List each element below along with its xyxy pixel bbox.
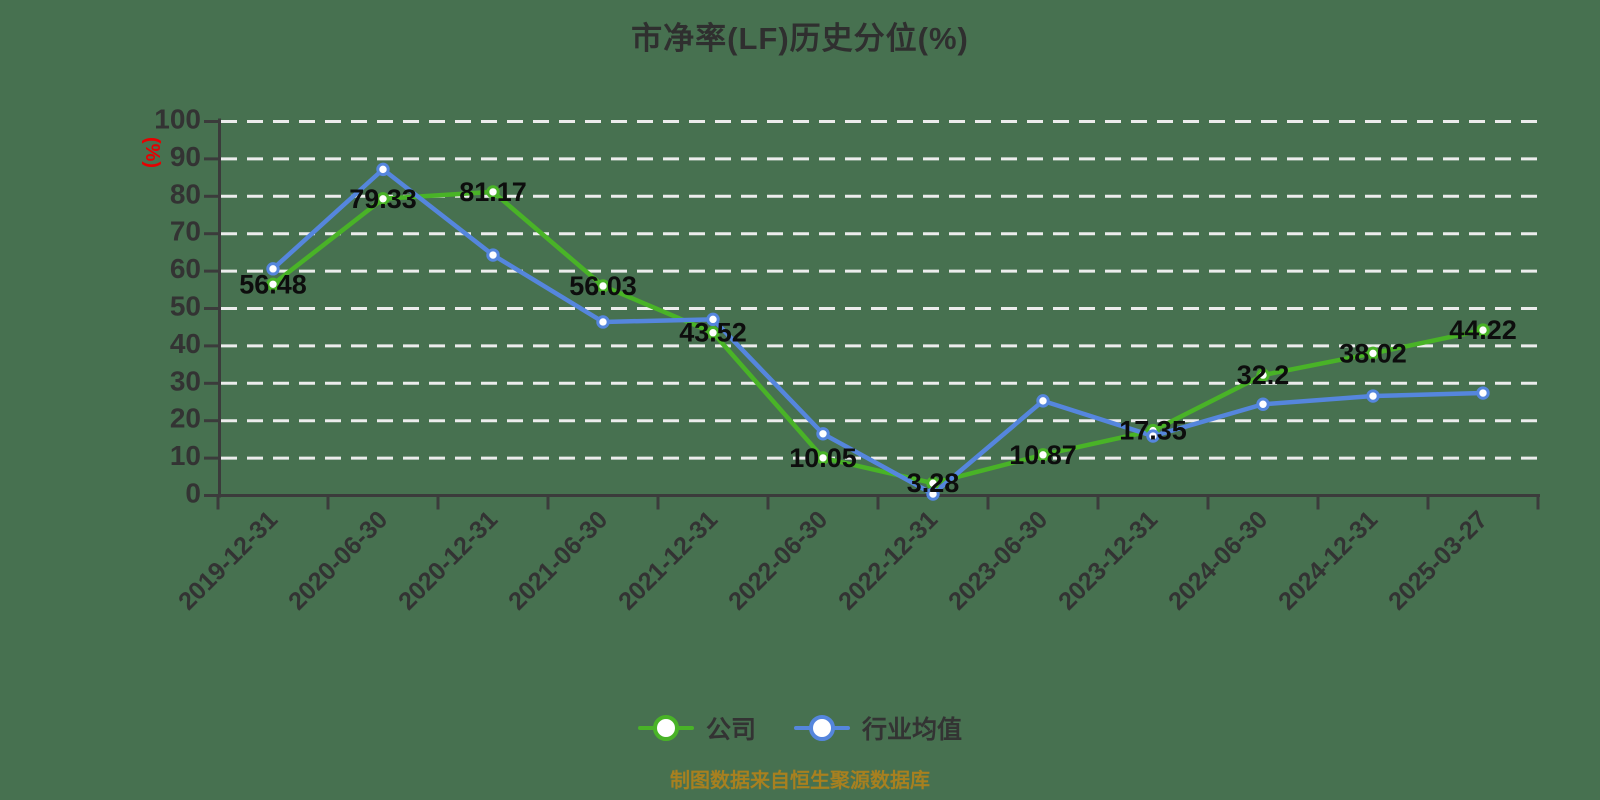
chart-title: 市净率(LF)历史分位(%) bbox=[631, 21, 969, 56]
x-axis-tick-label: 2022-12-31 bbox=[833, 505, 943, 615]
data-label: 56.03 bbox=[569, 271, 637, 301]
legend-item-company[interactable]: 公司 bbox=[637, 710, 756, 746]
legend-item-company-label: 公司 bbox=[705, 716, 756, 744]
company-data-point[interactable] bbox=[816, 451, 830, 465]
x-axis-tick-label: 2021-12-31 bbox=[613, 505, 723, 615]
x-axis-tick-label: 2023-12-31 bbox=[1053, 505, 1163, 615]
legend-item-industry[interactable]: 行业均值 bbox=[794, 710, 962, 746]
company-data-point[interactable] bbox=[1256, 368, 1270, 382]
data-label: 44.22 bbox=[1449, 315, 1517, 345]
data-label: 10.05 bbox=[789, 443, 857, 473]
y-axis-tick-label: 10 bbox=[170, 440, 201, 471]
company-data-point[interactable] bbox=[1366, 346, 1380, 361]
data-label: 79.33 bbox=[349, 184, 417, 214]
y-axis-tick-label: 60 bbox=[170, 253, 201, 284]
data-label: 10.87 bbox=[1009, 440, 1077, 470]
industry-series-line bbox=[270, 167, 1486, 497]
data-label: 3.28 bbox=[907, 468, 960, 498]
data-label: 17.35 bbox=[1119, 416, 1187, 446]
y-axis-tick-label: 50 bbox=[170, 291, 201, 322]
industry-data-point[interactable] bbox=[1146, 429, 1160, 443]
data-label: 43.52 bbox=[679, 318, 747, 348]
y-axis-tick-label: 0 bbox=[185, 478, 201, 509]
company-data-point[interactable] bbox=[486, 185, 500, 199]
x-axis-tick-label: 2024-06-30 bbox=[1163, 505, 1273, 615]
x-axis-tick-label: 2021-06-30 bbox=[503, 505, 613, 615]
data-label: 56.48 bbox=[239, 269, 307, 299]
industry-legend-circle bbox=[809, 715, 835, 741]
industry-data-point[interactable] bbox=[1366, 389, 1380, 403]
industry-data-point[interactable] bbox=[1476, 386, 1490, 400]
industry-data-point[interactable] bbox=[596, 315, 610, 329]
y-axis-tick-label: 30 bbox=[170, 365, 201, 396]
data-source-caption: 制图数据来自恒生聚源数据库 bbox=[670, 770, 930, 792]
data-label: 32.2 bbox=[1237, 360, 1290, 390]
industry-series-marker-icon bbox=[794, 714, 850, 742]
industry-data-point[interactable] bbox=[706, 312, 720, 327]
y-axis-tick-label: 40 bbox=[170, 328, 201, 359]
industry-data-point[interactable] bbox=[486, 248, 500, 262]
y-axis-tick-label: 80 bbox=[170, 178, 201, 209]
y-axis-tick-label: 70 bbox=[170, 216, 201, 247]
industry-data-point[interactable] bbox=[816, 427, 830, 441]
company-data-point[interactable] bbox=[1476, 323, 1490, 337]
industry-data-point[interactable] bbox=[376, 162, 390, 177]
company-data-point[interactable] bbox=[706, 326, 720, 340]
company-data-point[interactable] bbox=[1036, 448, 1050, 462]
data-label: 81.17 bbox=[459, 177, 527, 207]
industry-data-point[interactable] bbox=[266, 262, 280, 276]
legend-item-industry-label: 行业均值 bbox=[862, 716, 963, 744]
company-series-line bbox=[270, 189, 1486, 486]
x-axis-tick-label: 2019-12-31 bbox=[173, 505, 283, 615]
y-axis-tick-label: 90 bbox=[170, 141, 201, 172]
x-axis-tick-label: 2023-06-30 bbox=[943, 505, 1053, 615]
x-axis-tick-label: 2020-06-30 bbox=[283, 505, 393, 615]
company-data-point[interactable] bbox=[266, 277, 280, 291]
y-axis-tick-label: 20 bbox=[170, 403, 201, 434]
company-legend-circle bbox=[652, 715, 679, 741]
data-label: 38.02 bbox=[1339, 338, 1407, 368]
company-data-point[interactable] bbox=[376, 192, 390, 206]
legend: 公司 行业均值 bbox=[0, 710, 1600, 746]
company-series-marker-icon bbox=[637, 714, 694, 742]
y-axis-tick-label: 100 bbox=[154, 104, 201, 135]
industry-data-point[interactable] bbox=[1036, 394, 1050, 408]
industry-data-point[interactable] bbox=[926, 487, 940, 501]
company-data-point[interactable] bbox=[596, 279, 610, 293]
x-axis-tick-label: 2022-06-30 bbox=[723, 505, 833, 615]
x-axis-tick-label: 2024-12-31 bbox=[1273, 505, 1383, 615]
industry-data-point[interactable] bbox=[1256, 397, 1270, 411]
x-axis-tick-label: 2025-03-27 bbox=[1383, 505, 1493, 615]
x-axis-tick-label: 2020-12-31 bbox=[393, 505, 503, 615]
